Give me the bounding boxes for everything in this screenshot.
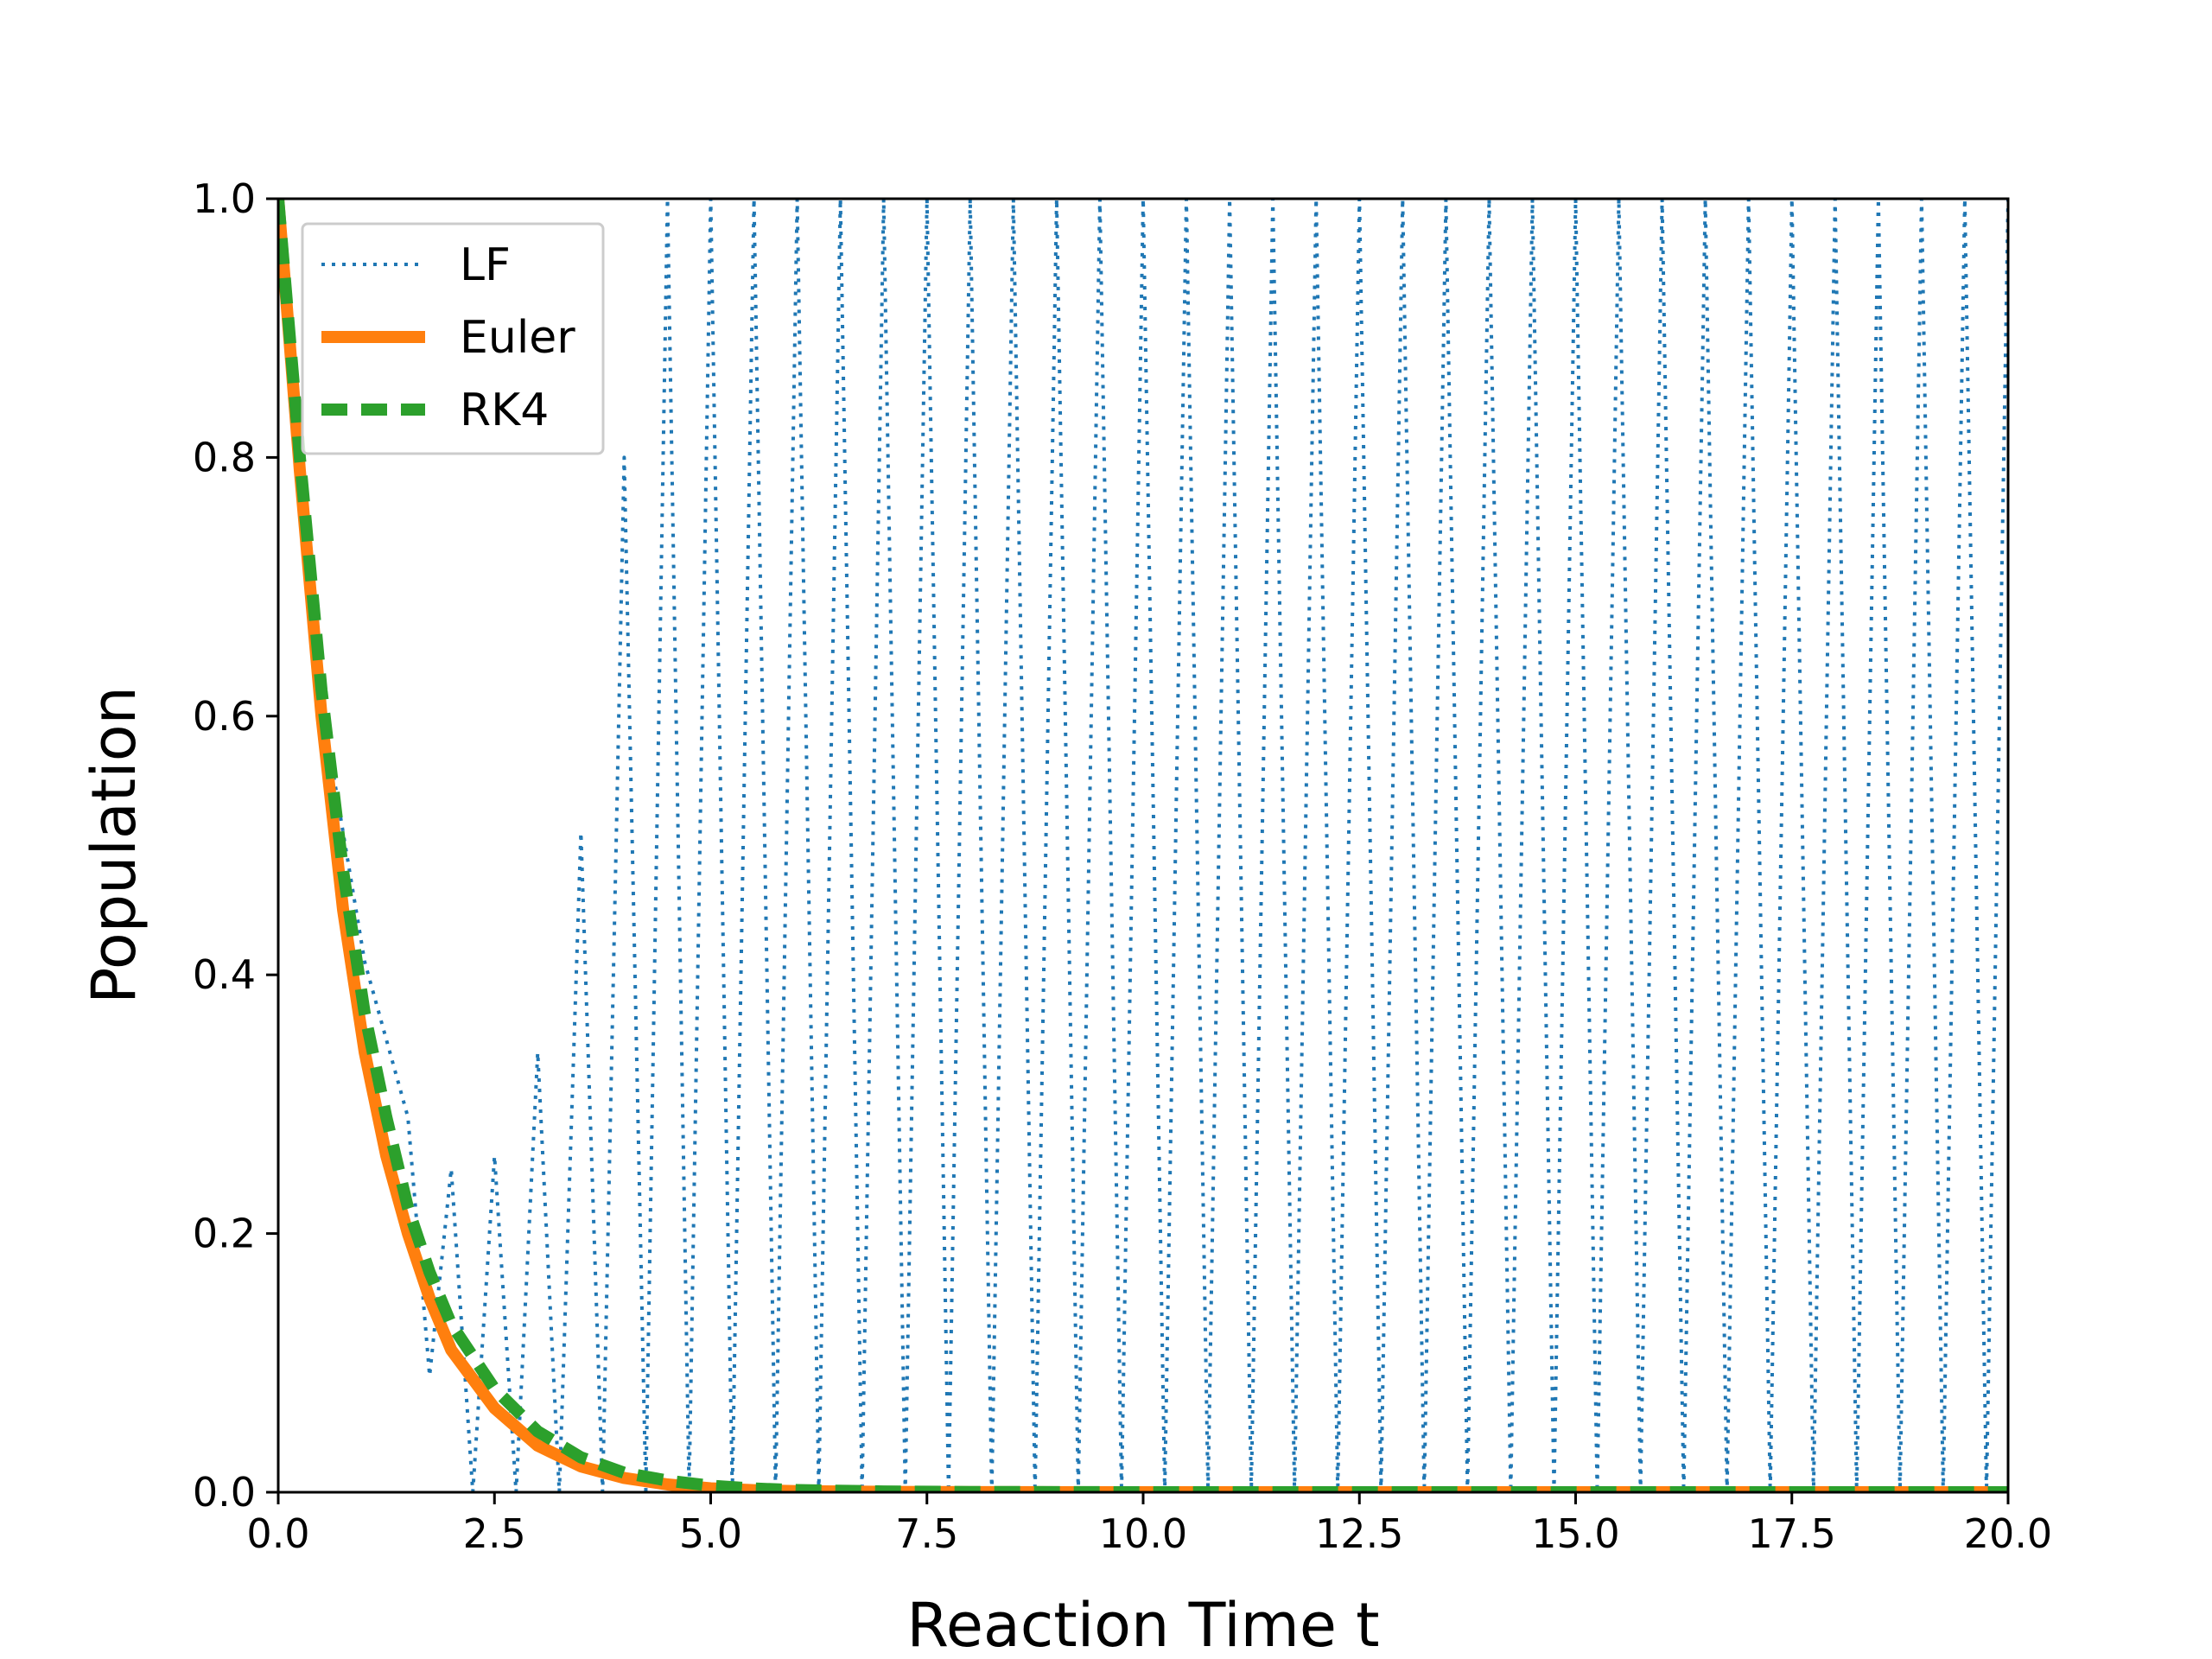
legend-label-euler: Euler: [460, 312, 575, 364]
x-tick-label: 2.5: [463, 1510, 526, 1557]
y-tick-label: 1.0: [193, 175, 256, 222]
y-axis-label: Population: [79, 686, 149, 1004]
legend-box: [301, 222, 605, 455]
series-layer: [278, 199, 2008, 1492]
x-tick-label: 7.5: [895, 1510, 958, 1557]
x-tick-label: 5.0: [679, 1510, 742, 1557]
series-line-lf: [278, 199, 2008, 1492]
x-tick-label: 17.5: [1748, 1510, 1836, 1557]
x-tick-label: 0.0: [246, 1510, 309, 1557]
legend: LF Euler RK4: [301, 222, 605, 455]
x-tick-label: 20.0: [1964, 1510, 2052, 1557]
y-tick-label: 0.4: [193, 951, 256, 998]
x-axis-label: Reaction Time t: [906, 1590, 1379, 1659]
legend-label-lf: LF: [460, 239, 511, 291]
series-line-rk4: [278, 199, 2008, 1492]
y-tick-label: 0.2: [193, 1211, 256, 1257]
y-tick-label: 0.8: [193, 434, 256, 480]
x-tick-label: 12.5: [1315, 1510, 1403, 1557]
x-axis-ticks: 0.0 2.5 5.0 7.5 10.0 12.5 15.0 17.5 20.0: [246, 1492, 2052, 1557]
y-tick-label: 0.0: [193, 1469, 256, 1516]
x-tick-label: 10.0: [1099, 1510, 1187, 1557]
legend-label-rk4: RK4: [460, 385, 549, 436]
y-axis-ticks: 0.0 0.2 0.4 0.6 0.8 1.0: [193, 175, 278, 1516]
series-line-euler: [278, 199, 2008, 1492]
x-tick-label: 15.0: [1531, 1510, 1619, 1557]
y-tick-label: 0.6: [193, 693, 256, 740]
